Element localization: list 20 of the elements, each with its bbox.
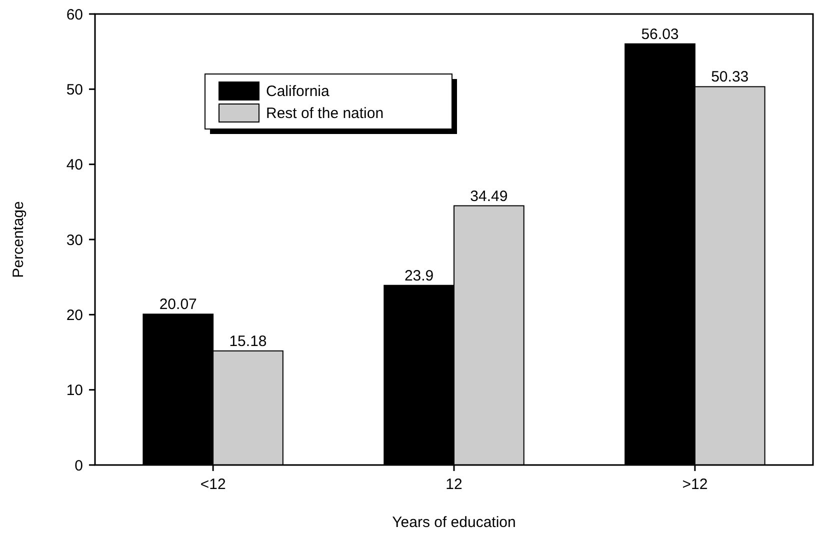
data-label: 23.9 — [404, 267, 434, 284]
y-tick-label: 50 — [66, 81, 83, 98]
data-label: 20.07 — [159, 296, 197, 314]
y-tick-label: 0 — [74, 457, 83, 474]
x-tick-label: <12 — [200, 476, 226, 493]
data-label: 50.33 — [711, 68, 749, 86]
legend-label: Rest of the nation — [266, 105, 384, 122]
y-axis-title: Percentage — [10, 201, 27, 278]
y-tick-label: 30 — [66, 232, 83, 249]
x-tick-label: >12 — [682, 476, 708, 493]
y-tick-label: 60 — [66, 6, 83, 24]
x-tick-label: 12 — [446, 476, 462, 493]
data-label: 56.03 — [641, 26, 679, 43]
legend-label: California — [266, 83, 330, 100]
y-tick-label: 20 — [66, 306, 83, 324]
y-tick-label: 10 — [66, 382, 83, 400]
x-axis-title: Years of education — [392, 514, 516, 531]
data-label: 34.49 — [470, 188, 508, 205]
data-label: 15.18 — [229, 332, 267, 350]
y-tick-label: 40 — [66, 156, 83, 174]
